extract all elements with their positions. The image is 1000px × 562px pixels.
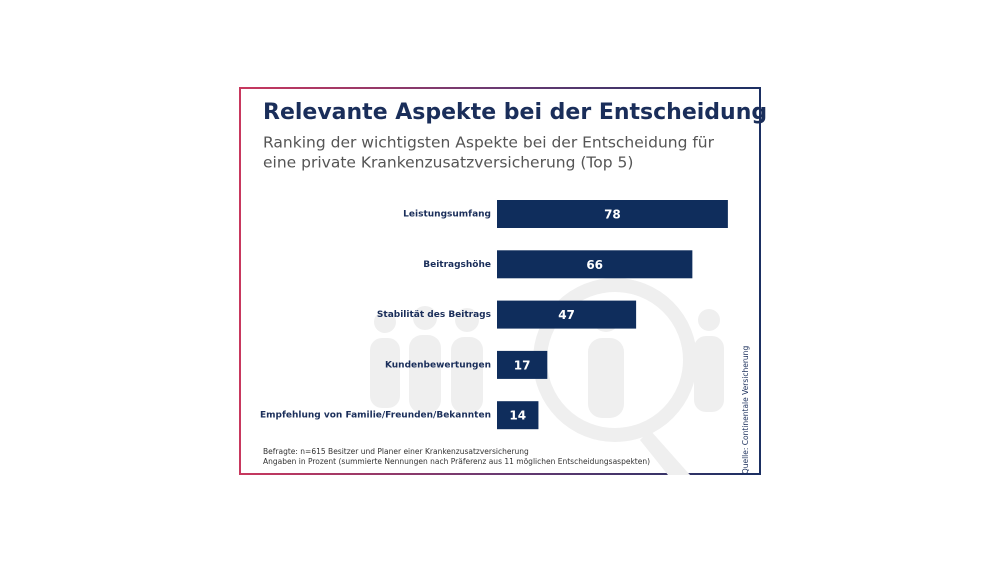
source: Quelle: Continentale Versicherung bbox=[741, 346, 750, 475]
footnote: Angaben in Prozent (summierte Nennungen … bbox=[263, 457, 650, 466]
bar bbox=[497, 250, 693, 279]
chart-title: Relevante Aspekte bei der Entscheidung bbox=[263, 100, 767, 125]
bar bbox=[497, 300, 637, 329]
value-label: 78 bbox=[604, 208, 621, 222]
value-label: 14 bbox=[509, 409, 526, 423]
category-label: Stabilität des Beitrags bbox=[377, 310, 491, 320]
category-label: Kundenbewertungen bbox=[385, 360, 491, 370]
category-label: Beitragshöhe bbox=[423, 260, 491, 270]
value-label: 66 bbox=[586, 258, 603, 272]
chart-subtitle: eine private Krankenzusatzversicherung (… bbox=[263, 154, 633, 172]
category-label: Leistungsumfang bbox=[403, 210, 491, 220]
value-label: 17 bbox=[514, 358, 531, 372]
value-label: 47 bbox=[558, 308, 575, 322]
footnote: Befragte: n=615 Besitzer und Planer eine… bbox=[263, 447, 529, 456]
category-label: Empfehlung von Familie/Freunden/Bekannte… bbox=[260, 411, 491, 421]
background-illustration bbox=[370, 278, 724, 475]
bar bbox=[497, 200, 728, 228]
bar bbox=[497, 350, 548, 379]
bar bbox=[497, 401, 539, 430]
chart-subtitle: Ranking der wichtigsten Aspekte bei der … bbox=[263, 134, 715, 152]
